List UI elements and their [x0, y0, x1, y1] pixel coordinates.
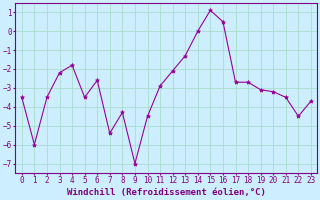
X-axis label: Windchill (Refroidissement éolien,°C): Windchill (Refroidissement éolien,°C)	[67, 188, 266, 197]
